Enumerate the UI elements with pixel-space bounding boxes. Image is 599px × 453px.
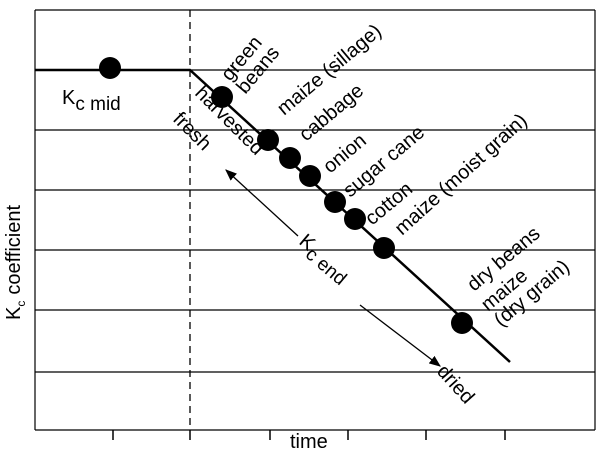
arrow-fresh <box>225 169 299 237</box>
x-axis-label: time <box>290 431 328 453</box>
kc-mid-subscript: c mid <box>75 94 120 115</box>
y-axis-label: Kc coefficient <box>3 205 28 320</box>
kc-mid-label: Kc mid <box>62 87 121 115</box>
dried-label: dried <box>432 361 478 409</box>
arrow-dried <box>359 304 441 367</box>
y-symbol: K <box>3 306 25 320</box>
kc-end-subscript: c end <box>301 244 350 290</box>
y-text: coefficient <box>3 205 25 295</box>
kc-curve <box>35 68 511 363</box>
frame <box>34 9 596 440</box>
y-subscript: c <box>14 301 28 307</box>
kc-end-label: Kc end <box>291 230 355 290</box>
dots <box>99 57 473 334</box>
kc-mid-symbol: K <box>62 87 76 109</box>
